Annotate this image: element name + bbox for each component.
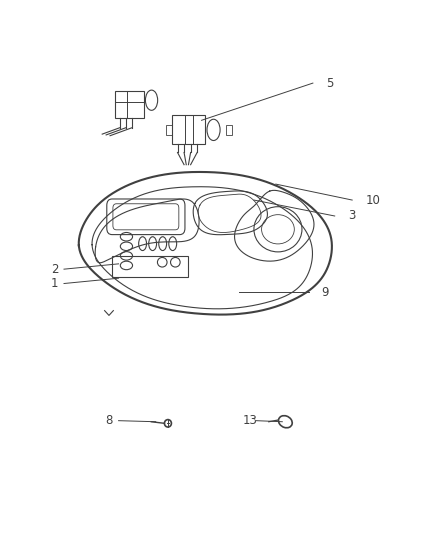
Bar	[226, 125, 232, 135]
Text: 8: 8	[106, 414, 113, 427]
Bar	[112, 256, 188, 277]
Text: 5: 5	[326, 77, 333, 90]
Text: 1: 1	[51, 277, 58, 290]
Bar	[115, 91, 144, 118]
Text: 13: 13	[243, 414, 258, 427]
Text: 2: 2	[51, 263, 58, 276]
Text: 10: 10	[365, 193, 380, 207]
Text: 3: 3	[348, 209, 355, 222]
Bar	[166, 125, 172, 135]
Text: 9: 9	[321, 286, 329, 298]
Bar	[172, 115, 205, 144]
